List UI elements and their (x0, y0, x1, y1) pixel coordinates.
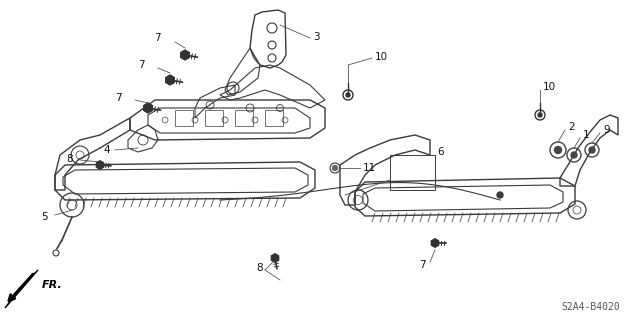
Bar (265, 110, 283, 126)
Text: 7: 7 (115, 93, 122, 103)
Polygon shape (431, 239, 438, 247)
Text: 4: 4 (104, 145, 110, 155)
Text: 6: 6 (437, 147, 444, 157)
Polygon shape (166, 75, 174, 85)
Text: 10: 10 (375, 52, 388, 62)
Bar (175, 110, 193, 126)
Polygon shape (271, 254, 278, 262)
Bar (235, 110, 253, 126)
Circle shape (571, 152, 577, 158)
Text: 3: 3 (313, 32, 319, 42)
Polygon shape (97, 161, 104, 169)
Text: 7: 7 (419, 260, 426, 270)
Polygon shape (180, 50, 189, 60)
Circle shape (346, 93, 350, 97)
Circle shape (589, 147, 595, 153)
Text: 7: 7 (154, 33, 161, 43)
Polygon shape (5, 270, 38, 308)
Text: 8: 8 (257, 263, 263, 273)
Text: 1: 1 (583, 130, 589, 140)
Text: 9: 9 (603, 125, 610, 135)
Circle shape (333, 165, 337, 171)
Text: S2A4-B4020: S2A4-B4020 (561, 302, 620, 312)
Circle shape (53, 250, 59, 256)
Text: 5: 5 (42, 212, 48, 222)
Text: 8: 8 (67, 154, 73, 164)
Circle shape (497, 192, 503, 198)
Text: 10: 10 (543, 82, 556, 92)
Text: 2: 2 (568, 122, 575, 132)
Circle shape (554, 147, 561, 154)
Bar (205, 110, 223, 126)
Text: 11: 11 (363, 163, 376, 173)
Circle shape (538, 113, 542, 117)
Bar (390, 155, 435, 190)
Polygon shape (144, 103, 152, 113)
Text: 7: 7 (138, 60, 145, 70)
Text: FR.: FR. (42, 280, 63, 290)
